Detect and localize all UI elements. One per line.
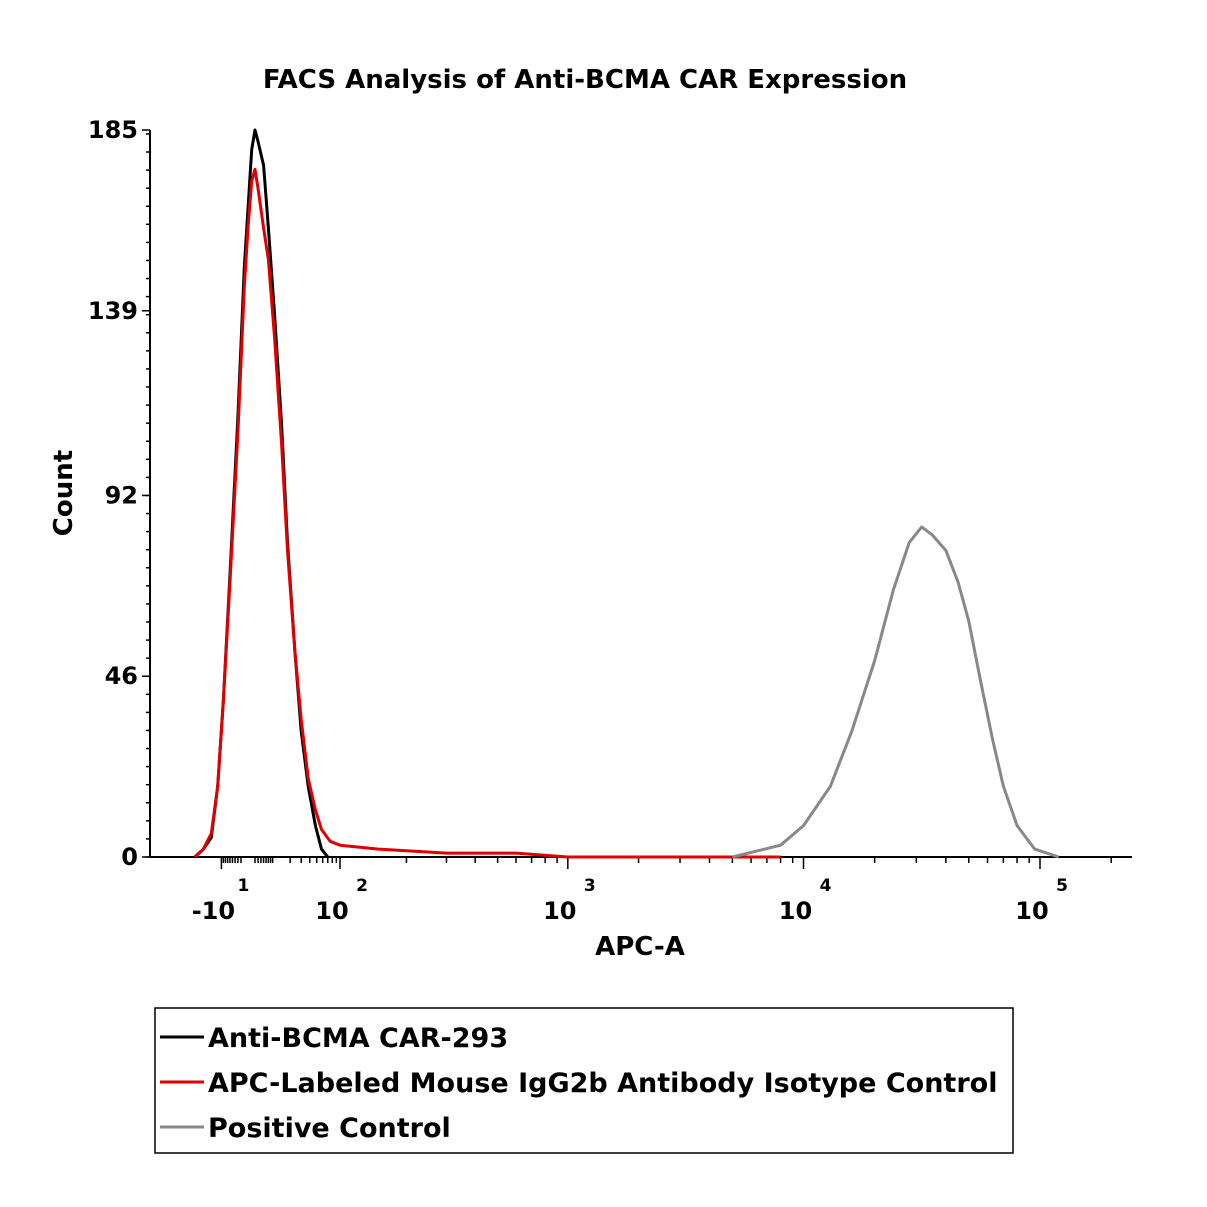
series-group <box>193 128 1060 859</box>
x-tick-exponent: 4 <box>820 876 832 896</box>
x-axis-label: APC-A <box>595 932 685 962</box>
x-tick-exponent: 1 <box>237 876 249 896</box>
x-ticks: -101 10 2 10 3 10 4 10 5 <box>192 857 1068 925</box>
legend-label-1: Anti-BCMA CAR-293 <box>208 1023 508 1054</box>
y-ticks: 0 46 92 139 185 <box>88 116 150 871</box>
x-tick-exponent: 5 <box>1056 876 1068 896</box>
y-axis-label: Count <box>49 450 79 536</box>
y-tick-label: 139 <box>88 297 138 325</box>
x-tick-label: -10 <box>192 897 235 925</box>
x-tick-label: 10 <box>315 897 348 925</box>
plot-area: 0 46 92 139 185 -101 10 2 10 3 10 4 10 5 <box>88 116 1132 925</box>
series-line-2 <box>193 167 781 859</box>
legend-box <box>154 1007 1014 1154</box>
x-tick-exponent: 3 <box>584 876 596 896</box>
x-tick-label: 10 <box>543 897 576 925</box>
y-tick-label: 92 <box>105 481 138 509</box>
y-tick-label: 185 <box>88 116 138 144</box>
legend: Anti-BCMA CAR-293 APC-Labeled Mouse IgG2b… <box>154 1007 1014 1154</box>
legend-label-3: Positive Control <box>208 1113 451 1144</box>
x-tick-exponent: 2 <box>356 876 368 896</box>
minor-ticks <box>146 133 1112 863</box>
y-tick-label: 0 <box>121 843 138 871</box>
series-line-3 <box>732 525 1060 859</box>
x-tick-label: 10 <box>1015 897 1048 925</box>
series-line-1 <box>193 128 329 859</box>
chart-title: FACS Analysis of Anti-BCMA CAR Expressio… <box>263 65 907 95</box>
x-tick-label: 10 <box>779 897 812 925</box>
legend-label-2: APC-Labeled Mouse IgG2b Antibody Isotype… <box>208 1068 997 1099</box>
y-tick-label: 46 <box>105 662 138 690</box>
